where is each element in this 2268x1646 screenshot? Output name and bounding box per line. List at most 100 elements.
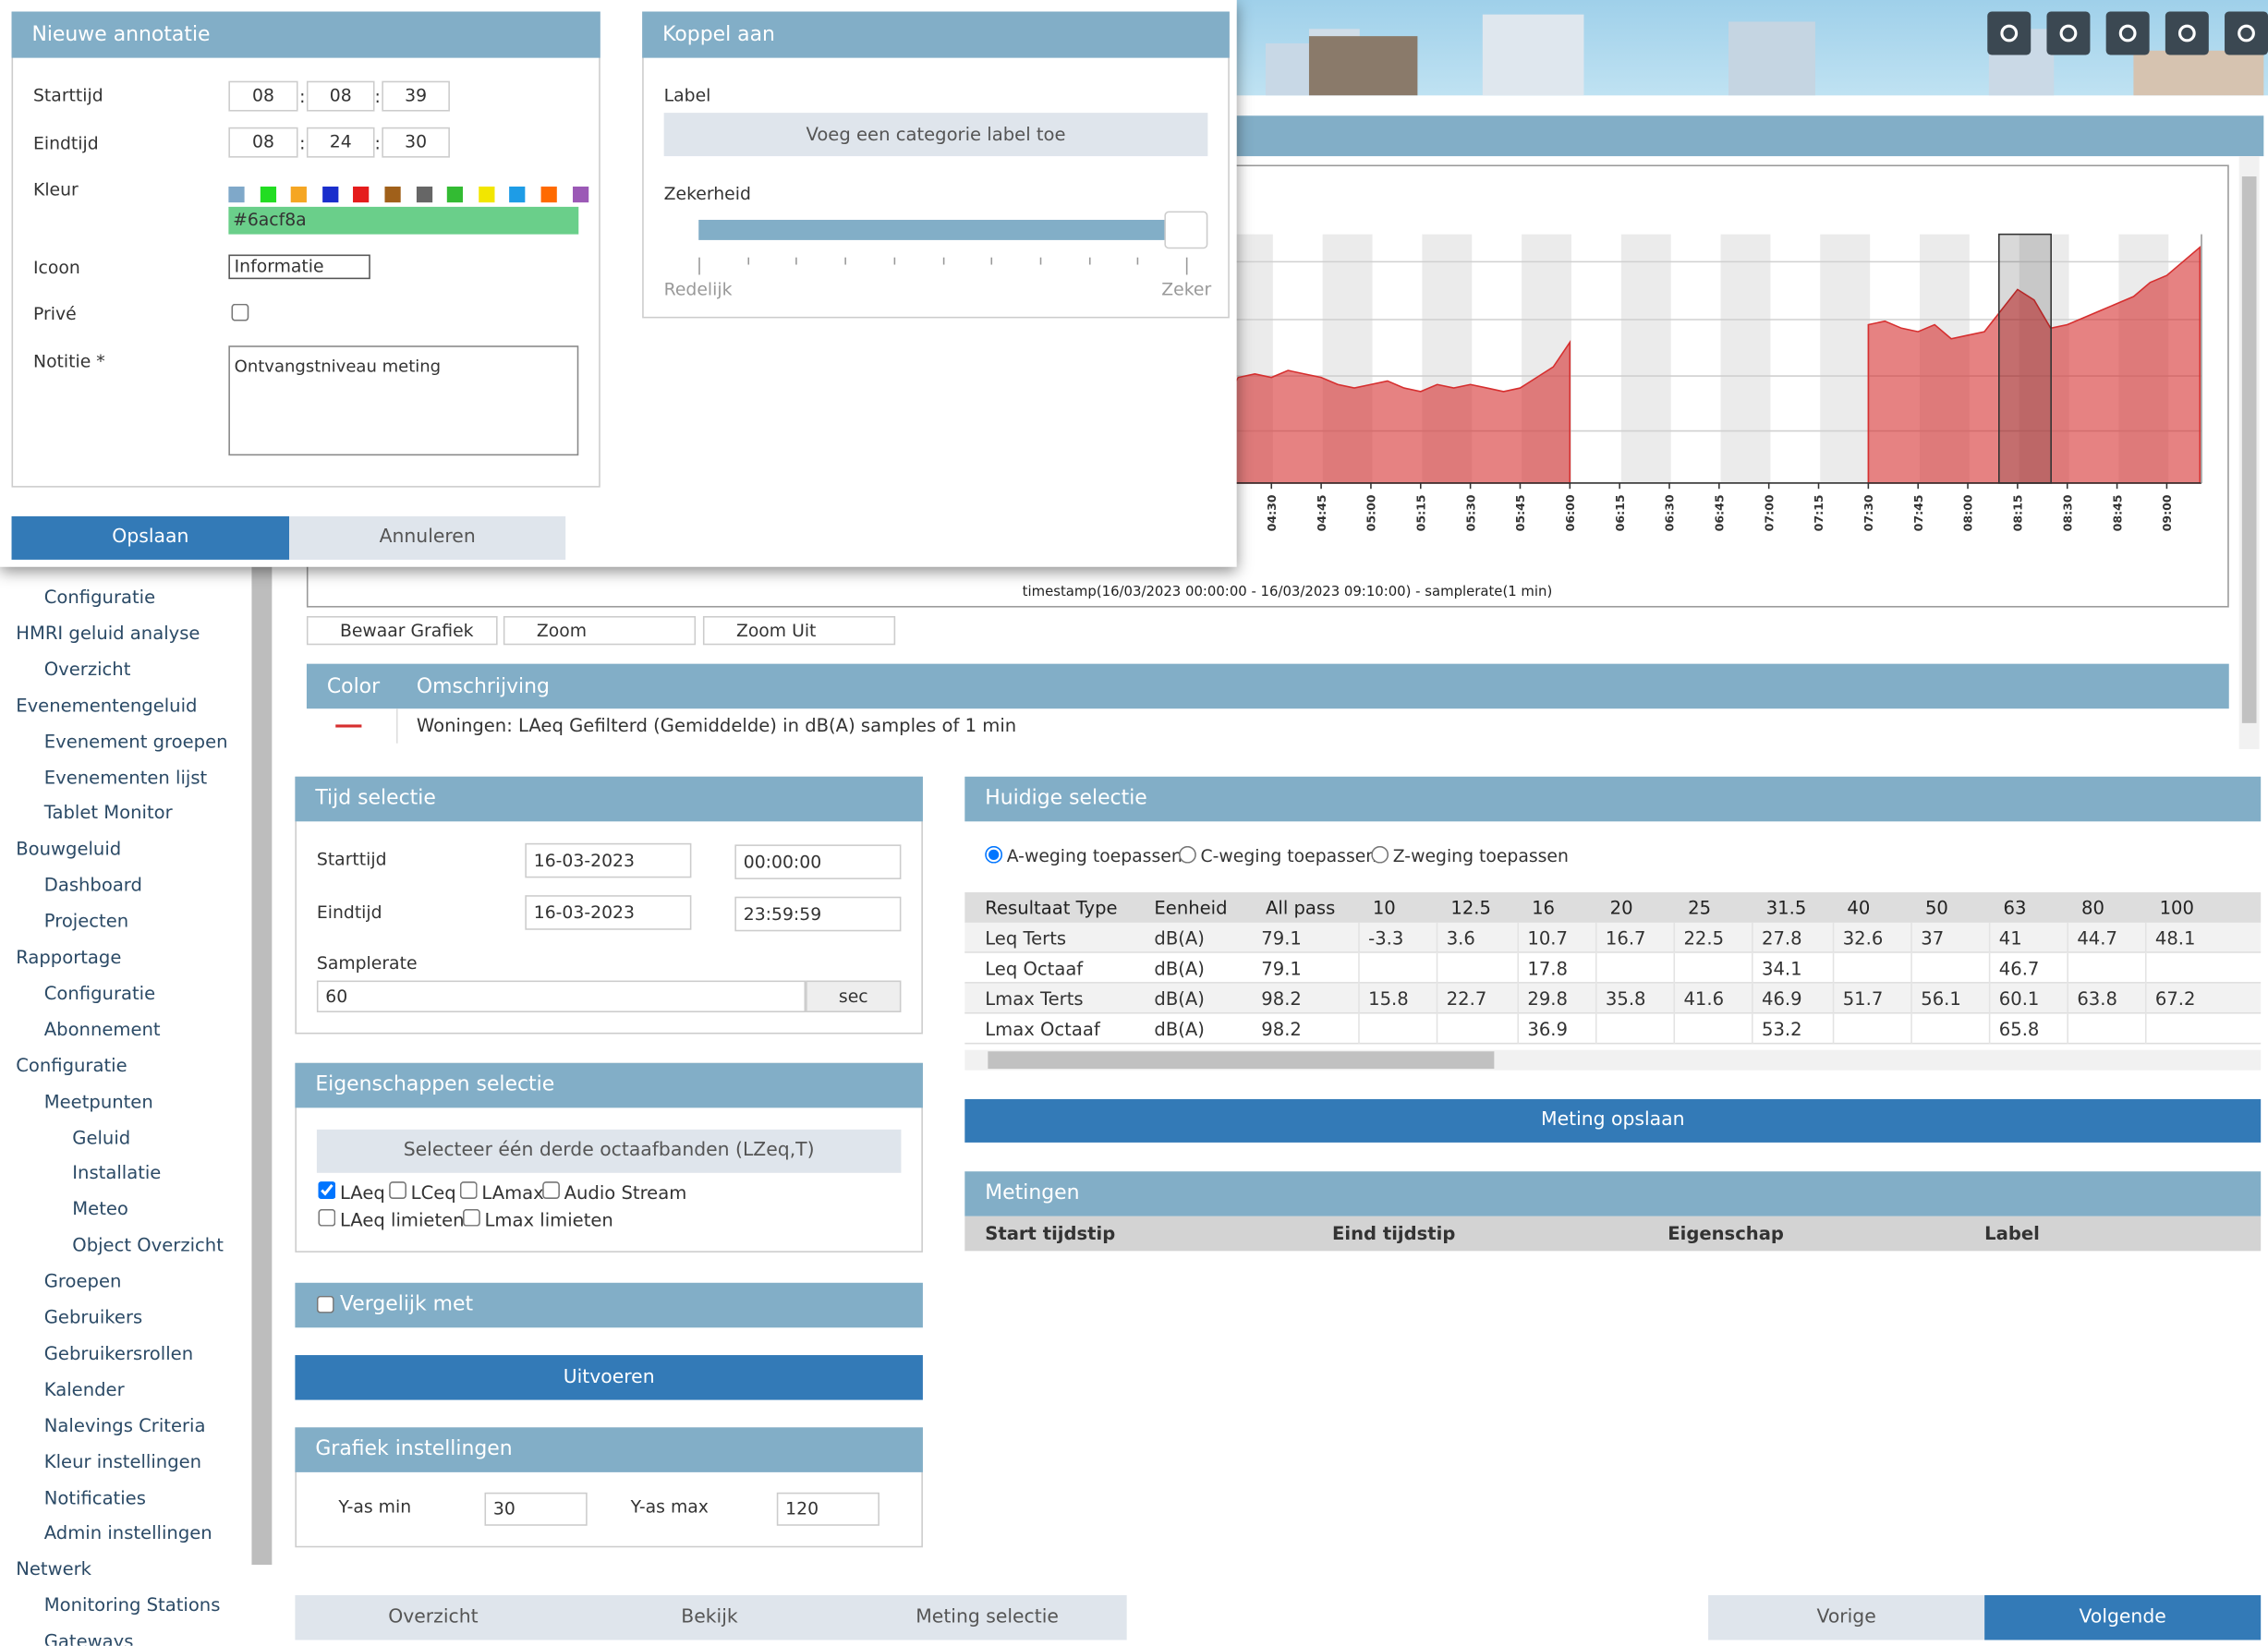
slider-tick xyxy=(698,258,700,275)
previous-button[interactable]: Vorige xyxy=(1708,1595,1984,1640)
menu-item[interactable]: Dashboard xyxy=(44,872,142,898)
menu-item[interactable]: Evenementen lijst xyxy=(44,764,207,790)
time-input[interactable]: 00:00:00 xyxy=(734,844,901,879)
cell-divider xyxy=(1358,953,1360,984)
time-input[interactable]: 23:59:59 xyxy=(734,897,901,932)
color-swatch[interactable] xyxy=(541,187,557,202)
icon-select[interactable]: Informatie xyxy=(228,255,370,280)
checkbox[interactable] xyxy=(463,1209,480,1227)
checkbox[interactable] xyxy=(389,1181,406,1199)
menu-item[interactable]: Gebruikers xyxy=(44,1304,142,1330)
time-field[interactable]: 08 xyxy=(228,127,297,158)
x-tick-label: 04:45 xyxy=(1315,494,1328,531)
color-swatch[interactable] xyxy=(322,187,338,202)
note-textarea[interactable]: Ontvangstniveau meting xyxy=(228,345,578,455)
time-field[interactable]: 39 xyxy=(382,81,450,112)
label: Icoon xyxy=(33,255,80,281)
menu-item[interactable]: Overzicht xyxy=(44,657,131,683)
save-measurement[interactable]: Meting opslaan xyxy=(964,1099,2261,1143)
color-swatch[interactable] xyxy=(228,187,244,202)
radio[interactable] xyxy=(1179,846,1196,864)
tab[interactable]: Meting selectie xyxy=(848,1595,1127,1640)
time-field[interactable]: 30 xyxy=(382,127,450,158)
menu-item[interactable]: Nalevings Criteria xyxy=(44,1412,206,1438)
date-input[interactable]: 16-03-2023 xyxy=(525,895,691,930)
color-swatch[interactable] xyxy=(572,187,588,202)
cell-divider xyxy=(1833,953,1835,984)
color-swatch[interactable] xyxy=(479,187,494,202)
menu-item[interactable]: Groepen xyxy=(44,1268,122,1294)
radio[interactable] xyxy=(1371,846,1389,864)
y-max-input[interactable]: 120 xyxy=(777,1493,879,1526)
chart-button[interactable]: Bewaar Grafiek xyxy=(307,616,498,645)
menu-item[interactable]: Admin instellingen xyxy=(44,1520,212,1546)
legend-header-cell: Color xyxy=(327,674,380,700)
menu-item[interactable]: Tablet Monitor xyxy=(44,800,173,826)
color-swatch[interactable] xyxy=(416,187,431,202)
menu-item[interactable]: Notificaties xyxy=(44,1484,146,1510)
checkbox[interactable] xyxy=(460,1181,478,1199)
table-cell: Lmax Terts xyxy=(985,986,1083,1012)
menu-item[interactable]: Installatie xyxy=(72,1160,161,1186)
menu-item[interactable]: Bouwgeluid xyxy=(16,836,121,862)
cell-divider xyxy=(1910,923,1912,953)
h-scroll-thumb[interactable] xyxy=(988,1051,1494,1069)
radio[interactable] xyxy=(985,846,1002,864)
checkbox[interactable] xyxy=(542,1181,560,1199)
table-cell: Lmax Octaaf xyxy=(985,1017,1099,1043)
table-cell: dB(A) xyxy=(1154,926,1205,951)
color-swatch[interactable] xyxy=(384,187,400,202)
menu-item[interactable]: Kleur instellingen xyxy=(44,1448,201,1474)
slider-handle[interactable] xyxy=(1164,212,1207,249)
checkbox[interactable] xyxy=(317,1296,334,1313)
color-swatch[interactable] xyxy=(447,187,463,202)
cell-divider xyxy=(1517,1014,1519,1045)
menu-item[interactable]: Abonnement xyxy=(44,1016,161,1042)
next-button[interactable]: Volgende xyxy=(1984,1595,2261,1640)
table-cell: 22.7 xyxy=(1447,986,1487,1012)
chart-button[interactable]: Zoom xyxy=(503,616,696,645)
menu-item[interactable]: Meetpunten xyxy=(44,1088,153,1114)
table-header-cell: 100 xyxy=(2160,895,2194,921)
menu-item[interactable]: Gateways xyxy=(44,1628,134,1646)
label-dropdown[interactable]: Voeg een categorie label toe xyxy=(664,113,1208,156)
menu-item[interactable]: Kalender xyxy=(44,1376,125,1402)
dropdown[interactable]: Selecteer één derde octaafbanden (LZeq,T… xyxy=(317,1130,902,1173)
date-input[interactable]: 16-03-2023 xyxy=(525,843,691,878)
x-tick-label: 07:45 xyxy=(1911,494,1925,531)
menu-item[interactable]: Evenement groepen xyxy=(44,728,228,754)
checkbox[interactable] xyxy=(318,1209,335,1227)
menu-item[interactable]: Gebruikersrollen xyxy=(44,1340,193,1366)
menu-item[interactable]: Geluid xyxy=(72,1124,130,1150)
checkbox[interactable] xyxy=(232,304,249,321)
color-swatch[interactable] xyxy=(260,187,275,202)
menu-item[interactable]: Evenementengeluid xyxy=(16,692,197,718)
color-value[interactable]: #6acf8a xyxy=(228,207,578,235)
tab[interactable]: Overzicht xyxy=(295,1595,571,1640)
menu-item[interactable]: Configuratie xyxy=(44,980,155,1006)
cell-divider xyxy=(1833,1014,1835,1045)
time-field[interactable]: 08 xyxy=(228,81,297,112)
menu-item[interactable]: Meteo xyxy=(72,1196,128,1222)
menu-item[interactable]: Projecten xyxy=(44,908,128,934)
menu-item[interactable]: Netwerk xyxy=(16,1556,91,1582)
time-field[interactable]: 08 xyxy=(307,81,375,112)
cell-divider xyxy=(1595,984,1597,1014)
time-field[interactable]: 24 xyxy=(307,127,375,158)
save-button[interactable]: Opslaan xyxy=(12,516,290,560)
checkbox[interactable] xyxy=(318,1181,335,1199)
color-swatch[interactable] xyxy=(291,187,307,202)
samplerate-input[interactable]: 60 xyxy=(317,981,806,1012)
color-swatch[interactable] xyxy=(354,187,370,202)
menu-item[interactable]: Monitoring Stations xyxy=(44,1592,221,1618)
annotation-range xyxy=(1999,235,2051,483)
cancel-button[interactable]: Annuleren xyxy=(289,516,565,560)
color-swatch[interactable] xyxy=(510,187,526,202)
menu-item[interactable]: Configuratie xyxy=(16,1052,127,1078)
menu-item[interactable]: Object Overzicht xyxy=(72,1232,224,1258)
y-min-input[interactable]: 30 xyxy=(485,1493,588,1526)
tab[interactable]: Bekijk xyxy=(571,1595,847,1640)
menu-item[interactable]: Rapportage xyxy=(16,944,121,970)
chart-button[interactable]: Zoom Uit xyxy=(703,616,895,645)
run-button[interactable]: Uitvoeren xyxy=(295,1355,923,1400)
